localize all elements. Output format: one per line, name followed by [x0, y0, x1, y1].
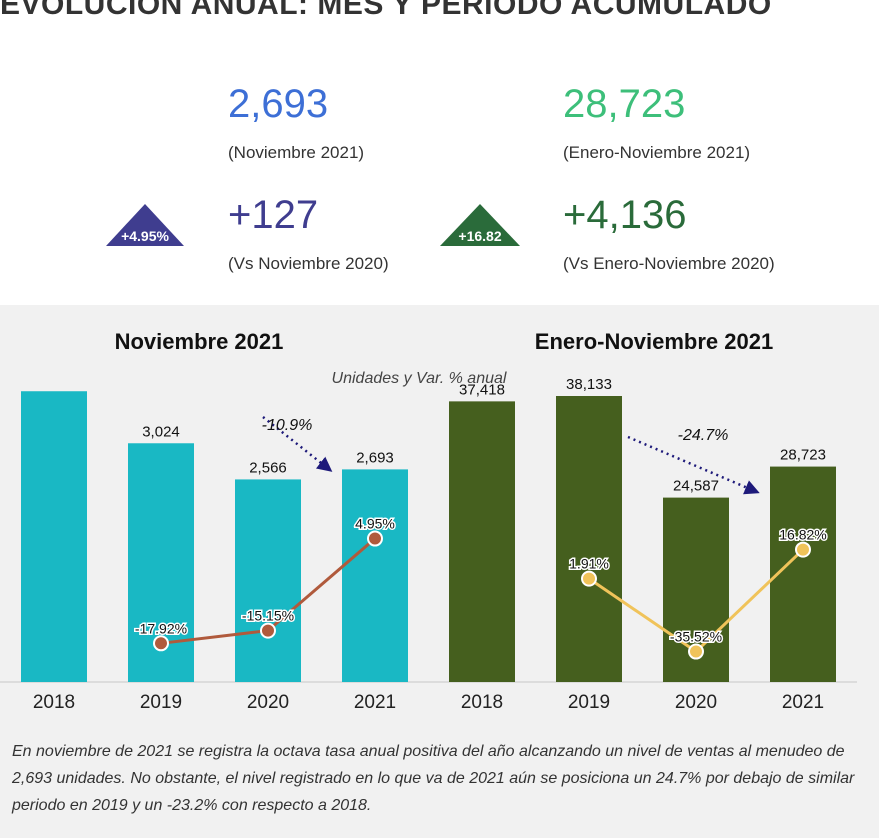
ytd-change-label: (Vs Enero-Noviembre 2020)	[563, 254, 775, 273]
trend-annotation: -10.9%	[262, 417, 313, 434]
bar-value-label: 3,024	[142, 423, 180, 440]
triangle-up-icon	[440, 204, 520, 246]
month-change: +127	[228, 193, 319, 237]
var-point	[367, 530, 383, 547]
bar	[342, 469, 408, 682]
var-point	[581, 570, 597, 587]
bar	[556, 396, 622, 682]
x-tick-label: 2020	[247, 692, 289, 713]
bar	[770, 466, 836, 682]
x-tick-label: 2020	[675, 692, 717, 713]
ytd-badge-text: +16.82	[458, 228, 501, 244]
var-point-label: -15.15%	[242, 608, 294, 624]
bar-value-label: 24,587	[673, 478, 719, 495]
month-change-label: (Vs Noviembre 2020)	[228, 254, 389, 273]
month-badge-text: +4.95%	[121, 228, 169, 244]
chart-subtitle: Unidades y Var. % anual	[332, 370, 507, 387]
x-tick-label: 2018	[33, 692, 75, 713]
x-tick-label: 2021	[354, 692, 396, 713]
trend-annotation: -24.7%	[678, 427, 729, 444]
bar-value-label: 37,418	[459, 381, 505, 398]
page-title: EVOLUCIÓN ANUAL: MES Y PERIODO ACUMULADO	[0, 0, 772, 21]
var-point	[153, 635, 169, 652]
trend-arrow-month	[262, 416, 333, 472]
bar-value-label: 28,723	[780, 447, 826, 464]
month-label: (Noviembre 2021)	[228, 143, 365, 162]
var-point-label: 1.91%	[569, 556, 609, 572]
ytd-badge: +16.82	[440, 204, 520, 246]
var-point	[795, 541, 811, 558]
footnote: En noviembre de 2021 se registra la octa…	[12, 743, 855, 814]
bar	[449, 401, 515, 682]
var-point	[688, 643, 704, 660]
var-point-label: -35.52%	[670, 629, 722, 645]
var-point-label: 16.82%	[779, 527, 826, 543]
chart-title-month: Noviembre 2021	[115, 329, 284, 354]
ytd-change: +4,136	[563, 193, 687, 237]
var-point-label: -17.92%	[135, 620, 187, 636]
bar-value-label: 2,693	[356, 449, 394, 466]
bar-value-label: 2,566	[249, 459, 287, 476]
var-point	[260, 622, 276, 639]
var-point-label: 4.95%	[355, 516, 395, 532]
x-tick-label: 2019	[140, 692, 182, 713]
month-badge: +4.95%	[106, 204, 184, 246]
ytd-value: 28,723	[563, 82, 686, 126]
x-tick-label: 2018	[461, 692, 503, 713]
month-value: 2,693	[228, 82, 329, 126]
x-tick-label: 2019	[568, 692, 610, 713]
x-tick-label: 2021	[782, 692, 824, 713]
triangle-up-icon	[106, 204, 184, 246]
chart-title-ytd: Enero-Noviembre 2021	[535, 329, 773, 354]
ytd-label: (Enero-Noviembre 2021)	[563, 143, 751, 162]
bar	[21, 391, 87, 682]
bar	[235, 479, 301, 682]
bar-value-label: 38,133	[566, 376, 612, 393]
